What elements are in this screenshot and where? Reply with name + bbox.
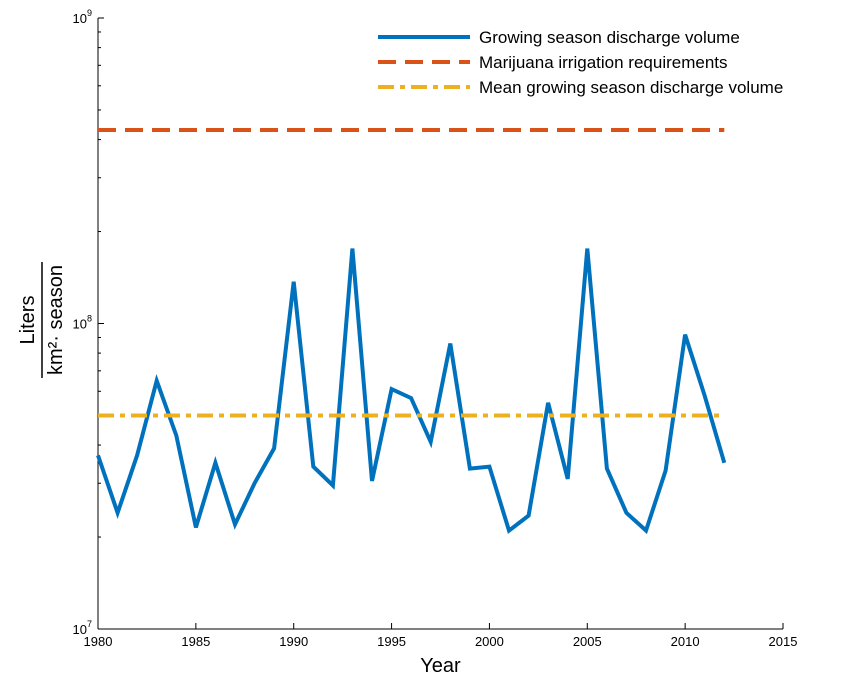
x-tick-labels: 1980 1985 1990 1995 2000 2005 2010 2015	[84, 634, 798, 649]
x-tick-label: 1980	[84, 634, 113, 649]
y-axis-title-numerator: Liters	[17, 296, 39, 345]
legend-label-1: Growing season discharge volume	[479, 28, 740, 47]
plot-lines	[96, 128, 727, 535]
y-tick-label: 108	[73, 314, 92, 332]
legend: Growing season discharge volume Marijuana…	[378, 28, 783, 97]
x-tick-label: 1990	[279, 634, 308, 649]
series-line-1	[96, 248, 727, 535]
x-axis-title: Year	[420, 655, 461, 677]
y-tick-labels: 107 108 109	[73, 8, 92, 637]
y-axis-title: Liters km²· season	[17, 262, 67, 378]
x-tick-label: 2015	[769, 634, 798, 649]
legend-label-2: Marijuana irrigation requirements	[479, 53, 728, 72]
y-tick-label: 107	[73, 619, 92, 637]
y-tick-label: 109	[73, 8, 92, 26]
x-tick-label: 1985	[181, 634, 210, 649]
y-axis-title-denominator: km²· season	[45, 265, 67, 375]
x-tick-label: 2010	[671, 634, 700, 649]
x-tick-label: 1995	[377, 634, 406, 649]
axes	[97, 17, 784, 630]
x-tick-label: 2005	[573, 634, 602, 649]
legend-label-3: Mean growing season discharge volume	[479, 78, 783, 97]
x-tick-label: 2000	[475, 634, 504, 649]
